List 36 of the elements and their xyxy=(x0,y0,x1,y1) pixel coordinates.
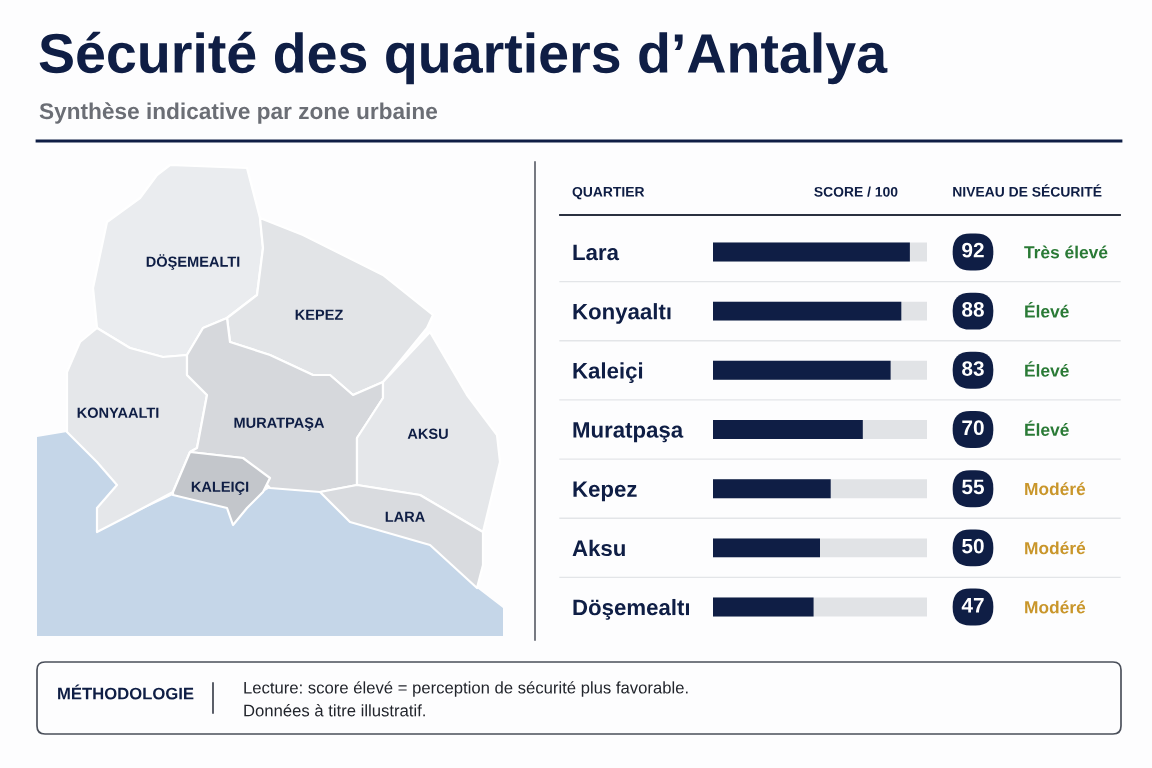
category-label: KONYAALTI xyxy=(77,407,159,418)
data-label: 92 xyxy=(962,242,984,258)
y2-axis-title: NIVEAU DE SÉCURITÉ xyxy=(953,184,1102,197)
category-label: KEPEZ xyxy=(295,309,343,320)
y-axis-title: QUARTIER xyxy=(572,186,645,200)
data-label: 47 xyxy=(961,598,984,613)
y2-tick-label: Modéré xyxy=(1025,600,1086,614)
y-tick-label: Kaleiçi xyxy=(573,362,643,383)
data-label: 70 xyxy=(962,420,984,436)
text: Sécurité des quartiers d’Antalya xyxy=(39,31,888,85)
category-label: MURATPAŞA xyxy=(234,417,325,431)
data-label: 55 xyxy=(962,479,985,495)
y2-tick-label: Modéré xyxy=(1025,541,1086,555)
category-label: LARA xyxy=(385,511,425,522)
text: Données à titre illustratif. xyxy=(244,704,425,717)
y-tick-label: Lara xyxy=(573,244,620,261)
y-tick-label: Muratpaşa xyxy=(573,422,684,443)
y-tick-label: Aksu xyxy=(572,539,625,557)
y2-tick-label: Élevé xyxy=(1025,361,1069,377)
y2-tick-label: Élevé xyxy=(1025,302,1069,318)
y-tick-label: Konyaaltı xyxy=(573,303,671,324)
y-tick-label: Kepez xyxy=(573,481,637,502)
data-label: 83 xyxy=(962,361,984,376)
x-axis-title: SCORE / 100 xyxy=(814,186,898,197)
y2-tick-label: Très élevé xyxy=(1024,245,1108,259)
text: MÉTHODOLOGIE xyxy=(58,684,194,700)
y-tick-label: Döşemealtı xyxy=(573,598,690,620)
text: Synthèse indicative par zone urbaine xyxy=(39,102,438,124)
category-label: KALEIÇI xyxy=(191,481,249,495)
data-label: 50 xyxy=(962,538,984,554)
data-label: 88 xyxy=(962,302,984,317)
y2-tick-label: Modéré xyxy=(1025,482,1086,496)
category-label: DÖŞEMEALTI xyxy=(146,254,240,270)
category-label: AKSU xyxy=(407,428,448,439)
text: Lecture: score élevé = perception de sécurité plus favorable. xyxy=(244,681,688,697)
y2-tick-label: Élevé xyxy=(1025,420,1069,436)
